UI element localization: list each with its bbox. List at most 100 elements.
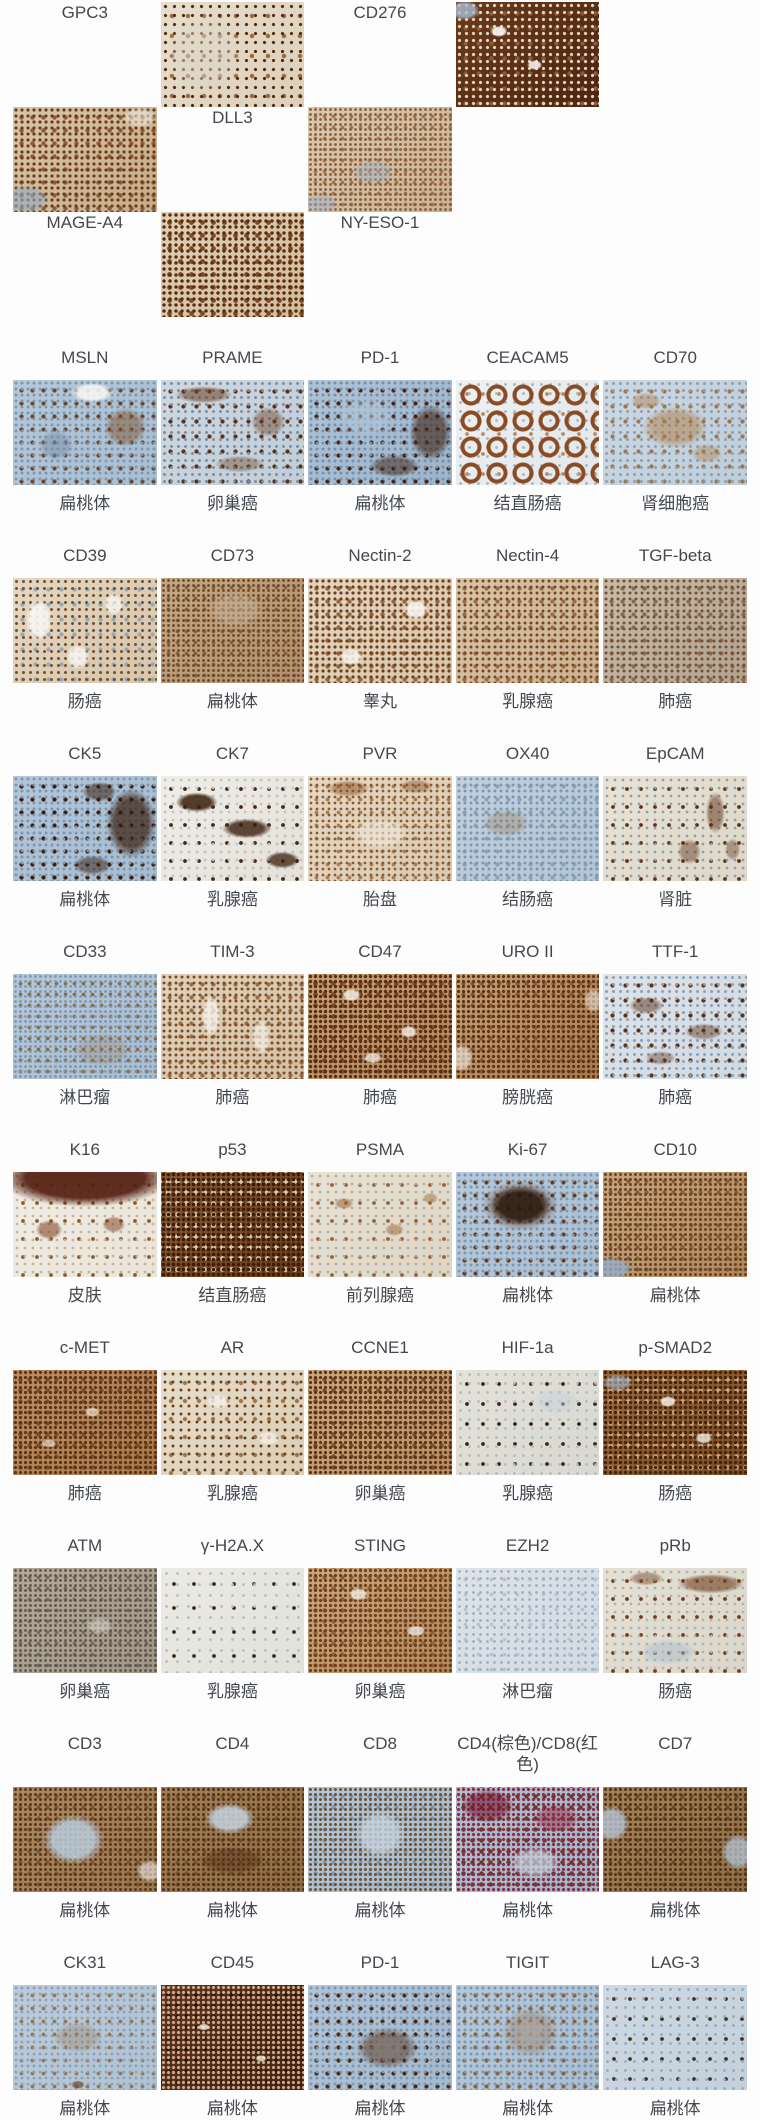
ihc-stain-image [455,1787,600,1892]
ihc-stain-image [13,380,157,485]
tissue-label: 肾脏 [658,890,693,909]
tissue-label: 扁桃体 [59,1901,111,1920]
ihc-stain-image [603,974,747,1079]
tissue-label: 扁桃体 [354,2099,406,2118]
ihc-stain-image [455,1568,600,1673]
marker-label: p53 [218,1140,247,1159]
ihc-stain-image [160,776,305,881]
marker-label: CD4(棕色)/CD8(红色) [457,1734,598,1774]
tissue-label: 扁桃体 [206,2099,258,2118]
marker-label: NY-ESO-1 [340,213,420,232]
marker-label: CK7 [215,744,249,763]
tissue-label: 卵巢癌 [206,494,258,513]
marker-label: Nectin-4 [495,546,560,565]
tissue-label: 结肠癌 [502,890,554,909]
marker-label: CD70 [653,348,697,367]
tissue-label: 乳腺癌 [206,1682,258,1701]
tissue-label: 肠癌 [658,1484,693,1503]
ihc-stain-image [308,776,452,881]
tissue-label: 卵巢癌 [354,1682,406,1701]
tissue-label: 乳腺癌 [206,890,258,909]
marker-label: CD3 [67,1734,102,1753]
marker-label: TIGIT [505,1953,550,1972]
ihc-stain-image [160,380,305,485]
ihc-stain-image [160,1370,305,1475]
ihc-stain-image [13,1172,157,1277]
marker-label: Nectin-2 [348,546,412,565]
marker-label: GPC3 [61,3,108,22]
marker-label: HIF-1a [501,1338,554,1357]
ihc-stain-image [160,1985,305,2090]
tissue-label: 卵巢癌 [59,1682,111,1701]
marker-row: GPC3 MAGE-A4 DLL3 CD276 NY-ESO-1 [13,2,747,317]
marker-label: c-MET [59,1338,110,1357]
tissue-label: 扁桃体 [502,1901,554,1920]
tissue-label: 扁桃体 [649,1901,701,1920]
ihc-stain-image [13,1370,157,1475]
marker-label: CD7 [658,1734,693,1753]
ihc-stain-image [308,107,452,212]
ihc-stain-image [603,578,747,683]
ihc-stain-image [308,974,452,1079]
ihc-stain-image [455,380,600,485]
marker-label: STING [354,1536,406,1555]
tissue-label: 乳腺癌 [502,1484,554,1503]
ihc-stain-image [13,107,157,212]
marker-row: ATM 卵巢癌 γ-H2A.X 乳腺癌 STING 卵巢癌 EZH2 淋巴瘤 p… [13,1535,747,1703]
ihc-stain-image [160,1172,305,1277]
tissue-label: 扁桃体 [59,494,111,513]
marker-label: CD73 [210,546,255,565]
marker-label: CD39 [63,546,107,565]
tissue-label: 结直肠癌 [198,1286,267,1305]
tissue-label: 卵巢癌 [354,1484,406,1503]
tissue-label: 肺癌 [67,1484,102,1503]
marker-label: ATM [67,1536,103,1555]
marker-label: CK5 [68,744,102,763]
marker-label: TIM-3 [210,942,255,961]
marker-label: TTF-1 [652,942,699,961]
tissue-label: 膀胱癌 [502,1088,554,1107]
marker-label: MAGE-A4 [46,213,124,232]
marker-label: pRb [659,1536,691,1555]
marker-label: PD-1 [360,1953,400,1972]
ihc-stain-image [308,1370,452,1475]
marker-row: CK31 扁桃体 CD45 扁桃体 PD-1 扁桃体 TIGIT 扁桃体 LAG… [13,1952,747,2120]
tissue-label: 肠癌 [658,1682,693,1701]
tissue-label: 乳腺癌 [206,1484,258,1503]
marker-label: CD47 [358,942,402,961]
marker-row: K16 皮肤 p53 结直肠癌 PSMA 前列腺癌 Ki-67 扁桃体 CD10… [13,1139,747,1307]
marker-row: CD33 淋巴瘤 TIM-3 肺癌 CD47 肺癌 URO II 膀胱癌 TTF… [13,941,747,1109]
marker-label: EZH2 [505,1536,550,1555]
ihc-stain-image [308,1985,452,2090]
marker-label: p-SMAD2 [638,1338,713,1357]
marker-row: c-MET 肺癌 AR 乳腺癌 CCNE1 卵巢癌 HIF-1a 乳腺癌 p-S… [13,1337,747,1505]
tissue-label: 肾细胞癌 [641,494,710,513]
ihc-stain-image [160,578,305,683]
ihc-stain-image [603,380,747,485]
ihc-stain-image [455,578,600,683]
ihc-stain-image [455,776,600,881]
ihc-stain-image [160,1787,305,1892]
marker-label: AR [220,1338,245,1357]
marker-label: PVR [362,744,398,763]
tissue-label: 淋巴瘤 [502,1682,554,1701]
ihc-stain-image [13,776,157,881]
tissue-label: 肺癌 [658,1088,693,1107]
marker-row: CD3 扁桃体 CD4 扁桃体 CD8 扁桃体 CD4(棕色)/CD8(红色) … [13,1733,747,1922]
ihc-stain-image [455,1370,600,1475]
ihc-stain-image [13,578,157,683]
ihc-stain-image [603,1985,747,2090]
marker-label: CD8 [362,1734,397,1753]
ihc-stain-image [160,1568,305,1673]
marker-label: MSLN [61,348,109,367]
tissue-label: 扁桃体 [354,1901,406,1920]
ihc-stain-image [603,1787,747,1892]
ihc-stain-image [13,974,157,1079]
marker-label: CK31 [63,1953,107,1972]
marker-label: CD10 [653,1140,697,1159]
ihc-stain-image [160,212,305,317]
marker-label: PSMA [355,1140,405,1159]
marker-label: CD4 [215,1734,250,1753]
marker-label: PRAME [202,348,263,367]
